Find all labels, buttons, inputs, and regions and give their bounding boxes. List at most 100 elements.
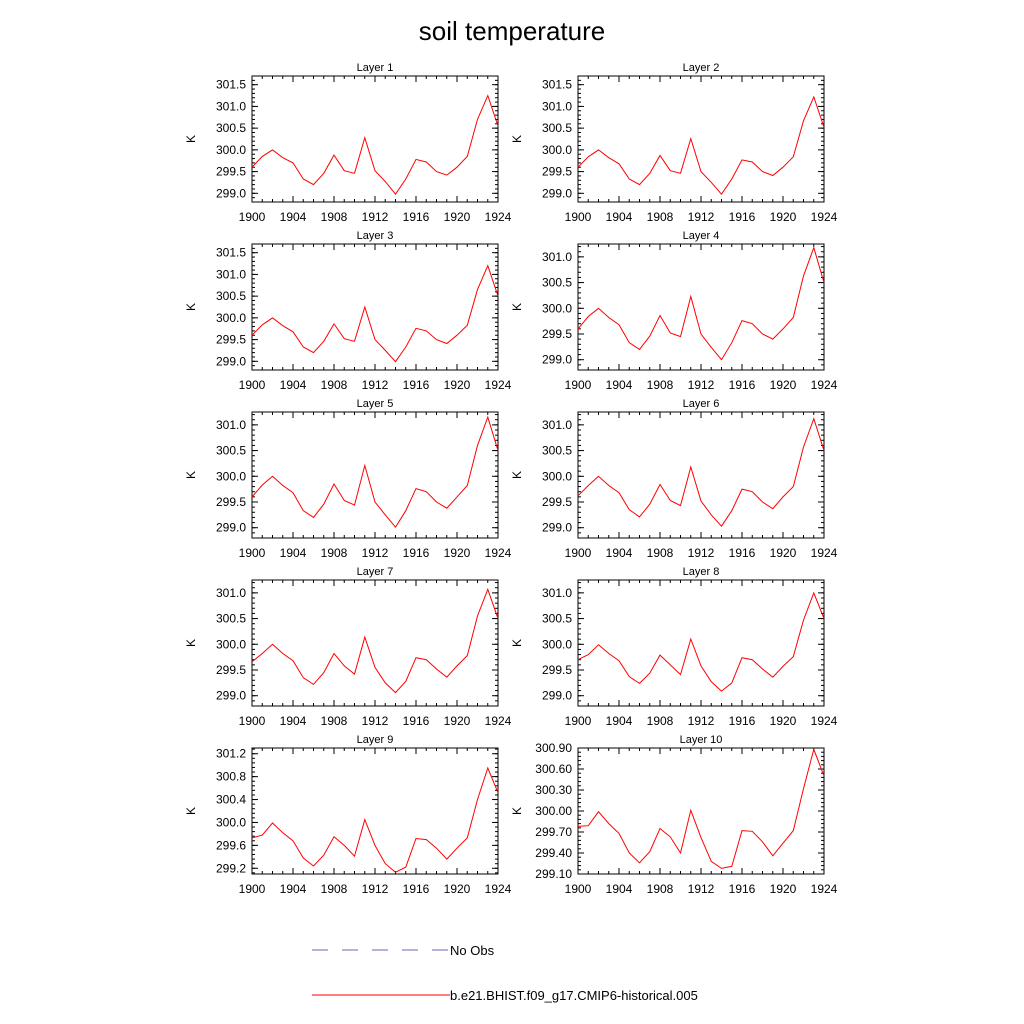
y-tick-label: 299.0	[216, 689, 246, 703]
y-tick-label: 299.0	[542, 186, 572, 200]
panel-layer-2: Layer 2 K 1900 1904 1908 1912 1916 1920 1924 299.…	[510, 62, 838, 224]
y-tick-label: 299.0	[216, 521, 246, 535]
x-tick-label: 1916	[729, 714, 756, 728]
y-tick-label: 301.0	[216, 99, 246, 113]
y-axis-label: K	[510, 639, 524, 647]
x-tick-label: 1908	[321, 714, 348, 728]
y-tick-label: 301.0	[542, 250, 572, 264]
y-axis-label: K	[184, 807, 198, 815]
panel-layer-8: Layer 8 K 1900 1904 1908 1912 1916 1920 1924 299.…	[510, 566, 838, 728]
panel-title: Layer 5	[357, 398, 394, 410]
y-axis-label: K	[184, 303, 198, 311]
x-tick-label: 1908	[647, 546, 674, 560]
x-tick-label: 1904	[606, 882, 633, 896]
x-tick-label: 1916	[403, 546, 430, 560]
x-tick-label: 1912	[362, 882, 389, 896]
series-line-layer-4	[577, 245, 825, 361]
x-tick-label: 1912	[688, 210, 715, 224]
panel-layer-9: Layer 9 K 1900 1904 1908 1912 1916 1920 1924 299.…	[184, 734, 512, 896]
x-tick-label: 1912	[688, 714, 715, 728]
y-tick-label: 300.0	[216, 637, 246, 651]
series-line-layer-10	[577, 747, 825, 869]
x-tick-label: 1912	[688, 882, 715, 896]
x-tick-label: 1908	[321, 882, 348, 896]
x-tick-label: 1916	[729, 882, 756, 896]
series-line-layer-2	[577, 95, 825, 196]
series-line-layer-9	[251, 766, 499, 873]
y-tick-label: 299.0	[216, 354, 246, 368]
x-tick-label: 1920	[444, 378, 471, 392]
x-tick-label: 1904	[606, 378, 633, 392]
x-tick-label: 1924	[811, 546, 838, 560]
y-tick-label: 299.5	[542, 165, 572, 179]
x-tick-label: 1904	[606, 210, 633, 224]
series-line-layer-3	[251, 264, 499, 363]
x-tick-label: 1920	[770, 546, 797, 560]
y-tick-label: 300.90	[535, 741, 572, 755]
y-tick-label: 300.0	[216, 469, 246, 483]
series-line-layer-1	[251, 94, 499, 196]
y-tick-label: 300.30	[535, 783, 572, 797]
x-tick-label: 1912	[688, 378, 715, 392]
x-tick-label: 1912	[362, 210, 389, 224]
panel-title: Layer 4	[683, 230, 720, 242]
x-tick-label: 1924	[811, 714, 838, 728]
panel-title: Layer 8	[683, 566, 720, 578]
x-tick-label: 1908	[321, 378, 348, 392]
y-tick-label: 300.5	[542, 121, 572, 135]
plot-frame	[251, 747, 499, 875]
plot-frame	[577, 243, 825, 371]
x-tick-label: 1908	[321, 546, 348, 560]
y-axis-label: K	[184, 639, 198, 647]
y-tick-label: 300.8	[216, 770, 246, 784]
y-tick-label: 299.5	[216, 663, 246, 677]
y-tick-label: 299.70	[535, 825, 572, 839]
series-line-layer-5	[251, 415, 499, 529]
panel-layer-6: Layer 6 K 1900 1904 1908 1912 1916 1920 1924 299.…	[510, 398, 838, 560]
y-tick-label: 301.0	[216, 267, 246, 281]
y-axis-label: K	[510, 303, 524, 311]
y-tick-label: 301.5	[542, 78, 572, 92]
x-tick-label: 1920	[444, 714, 471, 728]
series-line-layer-7	[251, 587, 499, 694]
panel-layer-4: Layer 4 K 1900 1904 1908 1912 1916 1920 1924 299.…	[510, 230, 838, 392]
y-tick-label: 299.40	[535, 846, 572, 860]
x-tick-label: 1908	[647, 210, 674, 224]
panel-title: Layer 1	[357, 62, 394, 74]
x-tick-label: 1904	[606, 714, 633, 728]
x-tick-label: 1920	[770, 378, 797, 392]
y-tick-label: 300.0	[216, 311, 246, 325]
y-tick-label: 301.2	[216, 747, 246, 761]
plot-frame	[577, 747, 825, 875]
x-tick-label: 1904	[280, 882, 307, 896]
x-tick-label: 1912	[362, 546, 389, 560]
x-tick-label: 1900	[565, 714, 592, 728]
x-tick-label: 1904	[280, 210, 307, 224]
y-tick-label: 299.0	[542, 689, 572, 703]
y-tick-label: 300.5	[542, 612, 572, 626]
x-tick-label: 1900	[239, 714, 266, 728]
y-tick-label: 300.60	[535, 762, 572, 776]
x-tick-label: 1900	[565, 546, 592, 560]
panel-title: Layer 9	[357, 734, 394, 746]
legend-obs-label: No Obs	[450, 943, 495, 958]
y-tick-label: 299.5	[216, 495, 246, 509]
x-tick-label: 1908	[647, 378, 674, 392]
legend-model-label: b.e21.BHIST.f09_g17.CMIP6-historical.005	[450, 988, 698, 1003]
y-tick-label: 299.10	[535, 867, 572, 881]
legend: No Obs b.e21.BHIST.f09_g17.CMIP6-histori…	[312, 943, 698, 1003]
y-tick-label: 300.0	[542, 143, 572, 157]
y-tick-label: 300.0	[216, 815, 246, 829]
plot-frame	[251, 75, 499, 203]
x-tick-label: 1920	[770, 210, 797, 224]
y-tick-label: 300.5	[216, 444, 246, 458]
x-tick-label: 1912	[362, 714, 389, 728]
x-tick-label: 1916	[403, 210, 430, 224]
x-tick-label: 1924	[485, 210, 512, 224]
x-tick-label: 1920	[444, 546, 471, 560]
x-tick-label: 1900	[565, 210, 592, 224]
x-tick-label: 1904	[280, 546, 307, 560]
x-tick-label: 1900	[565, 378, 592, 392]
x-tick-label: 1900	[239, 210, 266, 224]
y-axis-label: K	[510, 807, 524, 815]
